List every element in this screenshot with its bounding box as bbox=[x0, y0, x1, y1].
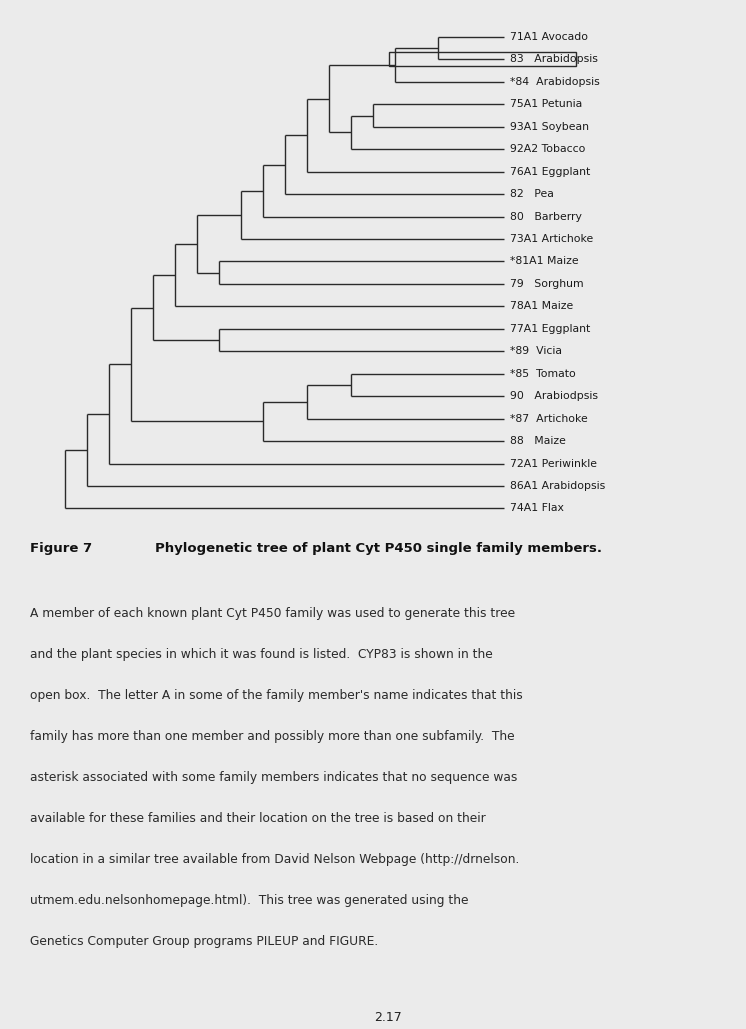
Text: asterisk associated with some family members indicates that no sequence was: asterisk associated with some family mem… bbox=[30, 771, 517, 784]
Text: 79   Sorghum: 79 Sorghum bbox=[510, 279, 583, 289]
Text: available for these families and their location on the tree is based on their: available for these families and their l… bbox=[30, 812, 486, 825]
Text: 73A1 Artichoke: 73A1 Artichoke bbox=[510, 234, 593, 244]
Text: family has more than one member and possibly more than one subfamily.  The: family has more than one member and poss… bbox=[30, 730, 515, 743]
Text: *89  Vicia: *89 Vicia bbox=[510, 347, 562, 356]
Text: 71A1 Avocado: 71A1 Avocado bbox=[510, 32, 588, 42]
Text: 72A1 Periwinkle: 72A1 Periwinkle bbox=[510, 459, 597, 468]
Text: and the plant species in which it was found is listed.  CYP83 is shown in the: and the plant species in which it was fo… bbox=[30, 648, 492, 662]
Text: 82   Pea: 82 Pea bbox=[510, 189, 554, 199]
Text: Phylogenetic tree of plant Cyt P450 single family members.: Phylogenetic tree of plant Cyt P450 sing… bbox=[155, 542, 602, 556]
Text: 92A2 Tobacco: 92A2 Tobacco bbox=[510, 144, 585, 154]
Text: location in a similar tree available from David Nelson Webpage (http://drnelson.: location in a similar tree available fro… bbox=[30, 853, 519, 865]
Text: 74A1 Flax: 74A1 Flax bbox=[510, 503, 563, 513]
Text: 88   Maize: 88 Maize bbox=[510, 436, 565, 446]
Text: Genetics Computer Group programs PILEUP and FIGURE.: Genetics Computer Group programs PILEUP … bbox=[30, 934, 378, 948]
Text: 75A1 Petunia: 75A1 Petunia bbox=[510, 100, 582, 109]
Text: 80   Barberry: 80 Barberry bbox=[510, 212, 581, 221]
Text: 76A1 Eggplant: 76A1 Eggplant bbox=[510, 167, 590, 177]
Text: open box.  The letter A in some of the family member's name indicates that this: open box. The letter A in some of the fa… bbox=[30, 689, 523, 702]
Text: 2.17: 2.17 bbox=[374, 1012, 402, 1024]
Text: *84  Arabidopsis: *84 Arabidopsis bbox=[510, 77, 599, 86]
Text: *81A1 Maize: *81A1 Maize bbox=[510, 256, 578, 267]
Text: utmem.edu.nelsonhomepage.html).  This tree was generated using the: utmem.edu.nelsonhomepage.html). This tre… bbox=[30, 894, 468, 907]
Text: 90   Arabiodpsis: 90 Arabiodpsis bbox=[510, 391, 598, 401]
Text: Figure 7: Figure 7 bbox=[30, 542, 92, 556]
Bar bbox=[389, 52, 575, 66]
Text: *85  Tomato: *85 Tomato bbox=[510, 368, 575, 379]
Text: 77A1 Eggplant: 77A1 Eggplant bbox=[510, 324, 590, 333]
Text: 83   Arabidopsis: 83 Arabidopsis bbox=[510, 55, 598, 65]
Text: A member of each known plant Cyt P450 family was used to generate this tree: A member of each known plant Cyt P450 fa… bbox=[30, 607, 515, 620]
Text: *87  Artichoke: *87 Artichoke bbox=[510, 414, 587, 424]
Text: 86A1 Arabidopsis: 86A1 Arabidopsis bbox=[510, 481, 605, 491]
Text: 93A1 Soybean: 93A1 Soybean bbox=[510, 121, 589, 132]
Text: 78A1 Maize: 78A1 Maize bbox=[510, 301, 573, 312]
